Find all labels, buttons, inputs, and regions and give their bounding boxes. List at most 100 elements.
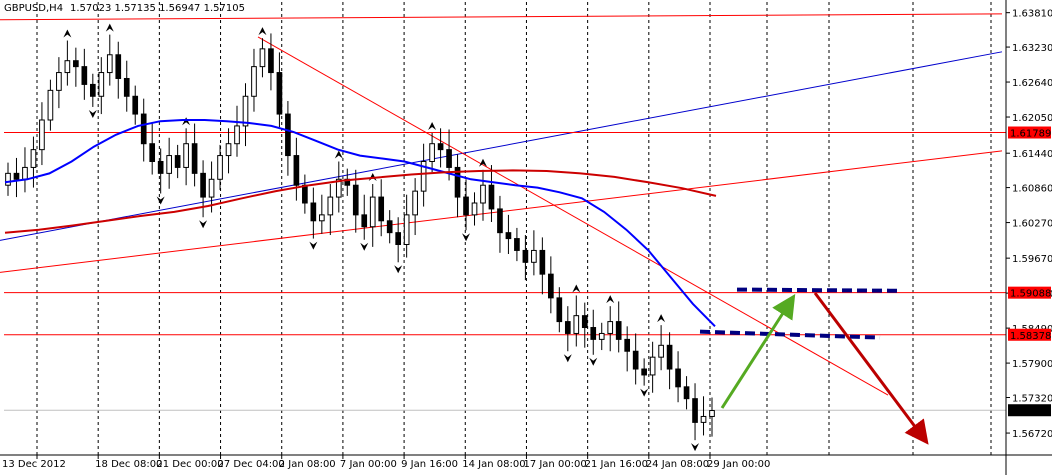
candle-body: [471, 202, 478, 216]
candle-body: [268, 48, 274, 74]
time-tick-label: 9 Jan 16:00: [401, 459, 458, 470]
candle-body: [548, 273, 554, 299]
level-label-background: [1008, 286, 1051, 299]
candle-body: [191, 143, 198, 174]
candle-body: [234, 125, 240, 145]
candle-body: [615, 321, 622, 340]
candle-body: [607, 321, 614, 334]
fractal-up-marker: [428, 122, 437, 131]
fractal-up-marker: [258, 27, 267, 36]
time-tick-label: 29 Jan 00:00: [707, 459, 770, 470]
candle-body: [531, 249, 537, 263]
candle-body: [412, 190, 418, 216]
candle-body: [429, 143, 435, 162]
upper-trend-line: [0, 13, 1003, 21]
fractal-down-marker: [563, 354, 572, 363]
candle-body: [318, 214, 325, 222]
candle-body: [514, 238, 520, 251]
time-tick-label: 18 Dec 08:00: [95, 459, 162, 470]
candle-body: [140, 113, 147, 145]
moving-average-slow-line: [4, 169, 717, 234]
candle-body: [446, 149, 452, 168]
candle-body: [115, 54, 122, 79]
candle-body: [649, 356, 656, 376]
candle-body: [259, 48, 266, 68]
chart-ohlc-label: 1.57023 1.57135 1.56947 1.57105: [70, 3, 245, 14]
fractal-down-marker: [88, 109, 97, 118]
time-tick-label: 17 Jan 00:00: [523, 459, 586, 470]
candle-body: [378, 196, 385, 222]
time-tick-label: 14 Jan 08:00: [462, 459, 525, 470]
fractal-down-marker: [589, 357, 598, 366]
fractal-down-marker: [309, 241, 318, 250]
candle-body: [480, 184, 486, 204]
fractal-up-marker: [478, 158, 487, 167]
candle-body: [675, 368, 681, 388]
time-tick-label: 2 Jan 08:00: [279, 459, 336, 470]
candle-body: [56, 72, 62, 91]
price-tick-label: 1.63810: [1012, 9, 1052, 20]
lower-dashed-zone-line: [699, 329, 881, 340]
time-tick-label: 27 Dec 04:00: [218, 459, 285, 470]
candle-body: [285, 113, 291, 157]
candle-body: [700, 415, 707, 423]
candle-body: [39, 119, 45, 151]
fractal-up-marker: [182, 117, 191, 126]
candle-body: [123, 77, 130, 97]
candle-body: [73, 60, 79, 68]
candle-body: [369, 196, 376, 228]
fractal-down-marker: [394, 265, 403, 274]
candle-body: [47, 89, 54, 121]
candle-body: [590, 327, 597, 340]
candle-body: [132, 95, 139, 115]
candle-body: [89, 83, 96, 97]
price-tick-label: 1.62640: [1012, 78, 1052, 89]
candle-body: [361, 214, 368, 228]
current-price-label-background: [1008, 404, 1051, 417]
time-tick-label: 24 Jan 08:00: [646, 459, 709, 470]
fractal-up-marker: [105, 23, 114, 32]
time-tick-label: 21 Dec 00:00: [156, 459, 223, 470]
candle-body: [539, 249, 546, 275]
fractals-layer: [63, 23, 700, 452]
candle-body: [208, 178, 215, 198]
candle-body: [692, 398, 698, 423]
candle-body: [598, 332, 605, 340]
candle-body: [420, 160, 427, 192]
level-label-background: [1008, 328, 1051, 341]
candle-body: [174, 155, 181, 168]
candle-body: [81, 66, 88, 85]
candle-body: [505, 232, 512, 240]
candle-body: [395, 232, 402, 246]
candle-body: [573, 315, 580, 334]
chart-symbol-label: GBPUSD,H4: [4, 3, 63, 14]
green-up-arrow: [720, 293, 796, 409]
candle-body: [98, 72, 105, 97]
fractal-down-marker: [199, 220, 208, 229]
candle-body: [149, 143, 156, 162]
fractal-down-marker: [640, 388, 649, 397]
candle-body: [166, 155, 172, 174]
candle-body: [352, 184, 359, 216]
candle-body: [310, 202, 317, 222]
candle-body: [242, 95, 249, 127]
level-label: 1.59088: [1010, 289, 1051, 300]
price-tick-label: 1.60270: [1012, 219, 1052, 230]
level-label: 1.58378: [1010, 331, 1051, 342]
candle-body: [403, 214, 410, 246]
candle-body: [335, 178, 342, 198]
fractal-up-marker: [657, 314, 666, 323]
candle-body: [437, 143, 444, 151]
candles-layer: [5, 33, 715, 441]
candle-body: [666, 344, 673, 370]
price-tick-label: 1.59670: [1012, 254, 1052, 265]
moving-averages-layer: [4, 119, 717, 328]
candle-body: [658, 344, 664, 358]
candle-body: [302, 184, 308, 204]
price-tick-label: 1.62050: [1012, 113, 1052, 124]
fractal-down-marker: [156, 196, 165, 205]
time-tick-label: 7 Jan 00:00: [340, 459, 397, 470]
fractal-up-marker: [572, 284, 581, 293]
red-down-arrow: [813, 292, 929, 445]
